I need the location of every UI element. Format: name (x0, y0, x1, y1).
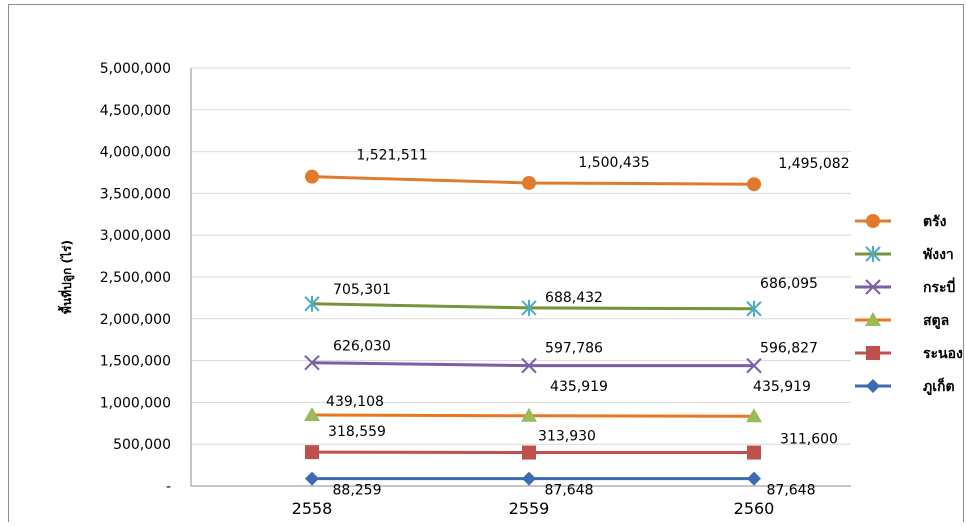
y-tick-label: 1,500,000 (100, 354, 171, 370)
data-label: 88,259 (333, 483, 382, 499)
data-label: 87,648 (767, 483, 816, 499)
data-label: 313,930 (538, 429, 596, 445)
series-marker (522, 472, 536, 486)
data-label: 688,432 (545, 290, 603, 306)
data-label: 435,919 (550, 379, 608, 395)
legend-marker (866, 379, 880, 393)
legend-label: พังงา (923, 247, 954, 263)
data-label: 435,919 (753, 379, 811, 395)
series-marker (747, 446, 761, 460)
series-marker (305, 170, 319, 184)
legend-item: ภูเก็ต (855, 377, 955, 395)
data-label: 318,559 (328, 424, 386, 440)
data-label: 311,600 (780, 432, 838, 448)
data-label: 686,095 (760, 276, 818, 292)
legend-label: ตรัง (923, 214, 947, 230)
series-marker (305, 445, 319, 459)
chart-frame: - 500,000 1,000,000 1,500,000 2,000,000 2,500… (8, 4, 964, 522)
x-tick-label: 2559 (509, 499, 550, 518)
y-tick-label: 4,000,000 (100, 145, 171, 161)
legend-item: ตรัง (855, 214, 947, 230)
y-tick-label: 500,000 (113, 437, 171, 453)
data-label: 87,648 (545, 483, 594, 499)
series-line (312, 363, 754, 366)
legend-label: ระนอง (923, 346, 963, 362)
series-marker (747, 472, 761, 486)
x-tick-label: 2558 (292, 499, 333, 518)
y-axis-title: พื้นที่ปลูก (ไร่) (57, 240, 75, 314)
data-label: 1,495,082 (778, 156, 849, 172)
legend-label: สตูล (923, 313, 949, 329)
y-tick-label: 3,500,000 (100, 186, 171, 202)
data-labels: 1,521,511 1,500,435 1,495,082 705,301 688,43… (326, 148, 850, 499)
legend-item: พังงา (855, 246, 954, 263)
legend-item: ระนอง (855, 346, 963, 362)
series-marker (305, 472, 319, 486)
y-tick-label: 2,000,000 (100, 312, 171, 328)
series-marker (522, 446, 536, 460)
line-chart: - 500,000 1,000,000 1,500,000 2,000,000 2,500… (9, 5, 965, 523)
series-marker (522, 176, 536, 190)
data-label: 596,827 (760, 341, 818, 357)
y-axis-tick-labels: - 500,000 1,000,000 1,500,000 2,000,000 2,500… (100, 61, 171, 495)
data-label: 597,786 (545, 341, 603, 357)
y-tick-label: 1,000,000 (100, 395, 171, 411)
y-tick-label: 2,500,000 (100, 270, 171, 286)
y-tick-label: 4,500,000 (100, 103, 171, 119)
x-axis-tick-labels: 2558 2559 2560 (292, 499, 775, 518)
y-tick-label: 5,000,000 (100, 61, 171, 77)
series-marker (747, 177, 761, 191)
legend-marker (866, 214, 880, 228)
legend-label: กระบี่ (923, 277, 956, 296)
data-label: 626,030 (333, 339, 391, 355)
legend-marker (866, 346, 880, 360)
y-tick-label: - (166, 479, 171, 495)
data-label: 439,108 (326, 394, 384, 410)
x-tick-label: 2560 (734, 499, 775, 518)
legend-item: กระบี่ (855, 277, 956, 296)
data-label: 1,521,511 (356, 148, 427, 164)
y-tick-label: 3,000,000 (100, 228, 171, 244)
data-label: 705,301 (333, 282, 391, 298)
gridlines (191, 68, 851, 486)
legend-label: ภูเก็ต (923, 377, 955, 395)
legend-item: สตูล (855, 312, 949, 329)
data-label: 1,500,435 (578, 155, 649, 171)
